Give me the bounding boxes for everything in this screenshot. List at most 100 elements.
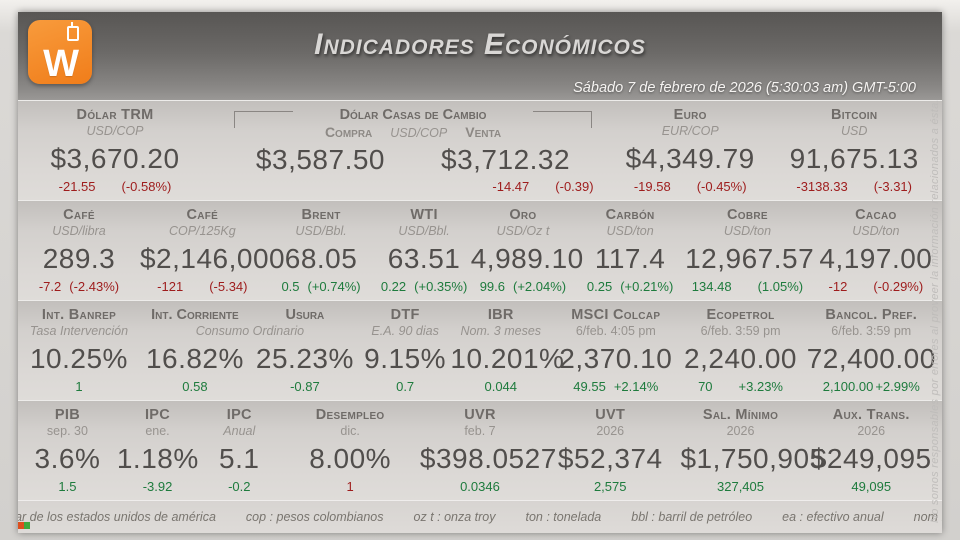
legend-item: ton : tonelada — [525, 510, 602, 524]
rates-row: Int. Banrep Tasa Intervención 10.25% 1 I… — [18, 300, 942, 400]
indicator-subtitle: 2026 — [726, 423, 755, 438]
indicator-value: $4,349.79 — [625, 142, 755, 174]
change-pct: (1.05%) — [757, 278, 804, 294]
indicator-brent: Brent USD/Bbl. 68.05 0.5 (+0.74%) — [265, 207, 378, 300]
indicator-change: 70 +3.23% — [680, 378, 800, 394]
indicator-int-banrep: Int. Banrep Tasa Intervención 10.25% 1 — [18, 307, 140, 400]
change-abs: -0.2 — [228, 478, 251, 494]
indicator-label: IPC — [144, 407, 171, 423]
indicator-value: 3.6% — [34, 442, 101, 474]
indicator-value: 1.18% — [116, 442, 199, 474]
indicator-value: 91,675.13 — [789, 142, 919, 174]
logo-letter: W — [43, 42, 79, 85]
legend-item: ea : efectivo anual — [782, 510, 884, 524]
indicator-value: $398.0527 — [419, 442, 557, 474]
indicator-value: $1,750,905 — [680, 442, 826, 474]
indicator-label: Bitcoin — [830, 107, 878, 123]
change-pct: (-0.39) — [555, 179, 594, 195]
change-pct: (+0.21%) — [620, 278, 674, 294]
indicator-dolar-trm: Dólar TRM USD/COP $3,670.20 -21.55 (-0.5… — [18, 107, 212, 200]
change-abs: -21.55 — [58, 178, 96, 194]
change-pct: +2.14% — [613, 378, 659, 394]
group-subheader: Compra USD/COP Venta — [212, 124, 614, 141]
indicator-change: 2,100.00 +2.99% — [801, 379, 942, 394]
indicator-label: MSCI Colcap — [571, 307, 661, 323]
indicator-label: Sal. Mínimo — [702, 407, 779, 423]
change-abs: 99.6 — [479, 278, 506, 294]
indicator-subtitle: 2026 — [857, 423, 886, 438]
indicator-change: 1 — [280, 479, 420, 494]
indicator-label: Usura — [285, 307, 325, 323]
right-bracket-decoration — [532, 111, 592, 128]
change-abs: 327,405 — [717, 478, 764, 494]
legend-item: bbl : barril de petróleo — [631, 510, 753, 524]
fx-row: Dólar TRM USD/COP $3,670.20 -21.55 (-0.5… — [18, 100, 942, 200]
indicator-label: Dólar TRM — [76, 107, 154, 123]
indicator-ibr: IBR Nom. 3 meses 10.201% 0.044 — [450, 307, 565, 400]
indicator-unit: USD/ton — [723, 223, 772, 238]
change-pct: (-2.43%) — [69, 278, 120, 294]
commodities-row: Café USD/libra 289.3 -7.2 (-2.43%) Café … — [18, 200, 942, 300]
indicator-value: 72,400.00 — [806, 342, 936, 374]
change-abs: 49.55 — [573, 378, 606, 394]
indicator-value: 63.51 — [387, 242, 461, 274]
indicator-subtitle: sep. 30 — [46, 423, 88, 438]
indicator-label: WTI — [410, 207, 438, 223]
change-abs: -121 — [157, 278, 184, 294]
indicator-value: $52,374 — [557, 442, 663, 474]
indicator-change: -7.2 (-2.43%) — [18, 278, 140, 294]
indicator-bitcoin: Bitcoin USD 91,675.13 -3138.33 (-3.31) — [766, 107, 942, 200]
indicator-value: 117.4 — [594, 242, 666, 274]
green-square-icon — [24, 522, 30, 529]
indicator-subtitle: 2026 — [596, 423, 625, 438]
indicator-dolar-casas-cambio: Dólar Casas de Cambio Compra USD/COP Ven… — [212, 107, 614, 200]
legend-item: usd : dólar de los estados unidos de amé… — [18, 510, 216, 524]
indicator-unit: EUR/COP — [661, 123, 719, 138]
indicator-salario-minimo: Sal. Mínimo 2026 $1,750,905 327,405 — [680, 407, 826, 500]
indicator-change: 0.58 — [140, 379, 250, 394]
indicator-change: 49.55 +2.14% — [551, 378, 680, 394]
indicator-subtitle: feb. 7 — [464, 423, 496, 438]
indicator-label: UVT — [595, 407, 626, 423]
indicator-change: -0.2 — [198, 478, 280, 494]
indicator-change: 49,095 — [801, 478, 942, 494]
group-values: $3,587.50 $3,712.32 — [212, 144, 614, 176]
indicator-uvr: UVR feb. 7 $398.0527 0.0346 — [419, 407, 557, 500]
change-abs: -12 — [828, 278, 848, 294]
indicator-label: Oro — [509, 207, 537, 223]
indicator-change: 1.5 — [18, 479, 117, 494]
indicator-unit: USD/Bbl. — [295, 223, 347, 238]
indicator-msci-colcap: MSCI Colcap 6/feb. 4:05 pm 2,370.10 49.5… — [551, 307, 680, 400]
change-abs: 0.0346 — [460, 478, 500, 494]
indicator-change: -121 (-5.34) — [140, 278, 265, 294]
indicator-subtitle: 6/feb. 3:59 pm — [700, 323, 781, 338]
change-abs: 49,095 — [851, 478, 892, 494]
spacer — [232, 180, 492, 194]
indicator-unit: USD/Oz t — [496, 223, 550, 238]
indicator-label: Carbón — [605, 207, 655, 223]
legal-disclaimer: No somos responsables por errores al pro… — [929, 99, 941, 523]
indicator-value: 4,197.00 — [819, 242, 933, 274]
change-abs: 1 — [75, 378, 83, 394]
change-pair: -14.47 (-0.39) — [492, 179, 594, 195]
datetime-label: Sábado 7 de febrero de 2026 (5:30:03 am)… — [573, 80, 916, 96]
venta-change: -14.47 (-0.39) — [212, 179, 614, 195]
indicator-label: Bancol. Pref. — [825, 307, 918, 323]
change-abs: 70 — [698, 378, 713, 394]
change-pct: (-0.29%) — [873, 278, 924, 294]
indicator-label: Cobre — [727, 207, 768, 223]
indicator-unit: USD — [840, 123, 868, 138]
change-abs: 0.25 — [586, 278, 613, 294]
indicator-bancol-pref: Bancol. Pref. 6/feb. 3:59 pm 72,400.00 2… — [801, 307, 942, 400]
change-abs: -3138.33 — [796, 178, 848, 194]
indicator-change: 0.5 (+0.74%) — [265, 279, 378, 294]
indicator-value: 10.201% — [450, 342, 565, 374]
indicator-value: 4,989.10 — [470, 242, 584, 274]
indicator-change: -12 (-0.29%) — [810, 278, 942, 294]
indicator-label: Cacao — [855, 207, 897, 223]
indicator-unit: USD/ton — [852, 223, 900, 238]
indicator-unit: COP/125Kg — [168, 223, 236, 238]
change-abs: -19.58 — [633, 178, 671, 194]
indicator-subtitle: E.A. 90 dias — [371, 323, 439, 338]
indicator-value: 68.05 — [284, 242, 358, 274]
